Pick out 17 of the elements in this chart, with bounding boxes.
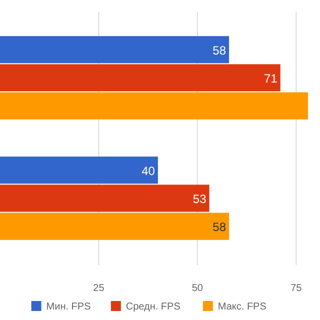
bar bbox=[0, 212, 230, 240]
x-tick-label: 25 bbox=[93, 283, 105, 294]
data-label: 58 bbox=[212, 43, 226, 58]
bar bbox=[0, 156, 158, 184]
legend-label: Мин. FPS bbox=[46, 302, 92, 312]
legend-label: Макс. FPS bbox=[218, 302, 267, 312]
bar bbox=[0, 64, 280, 92]
data-label: 53 bbox=[192, 192, 207, 206]
x-tick-label: 75 bbox=[290, 283, 302, 294]
data-label: 40 bbox=[142, 164, 156, 178]
bar bbox=[0, 184, 210, 212]
data-label: 71 bbox=[264, 71, 278, 86]
bar bbox=[0, 36, 230, 64]
data-label: 58 bbox=[212, 220, 226, 234]
legend-label: Средн. FPS bbox=[126, 302, 181, 312]
bar bbox=[0, 92, 308, 120]
x-tick-label: 50 bbox=[192, 283, 204, 294]
